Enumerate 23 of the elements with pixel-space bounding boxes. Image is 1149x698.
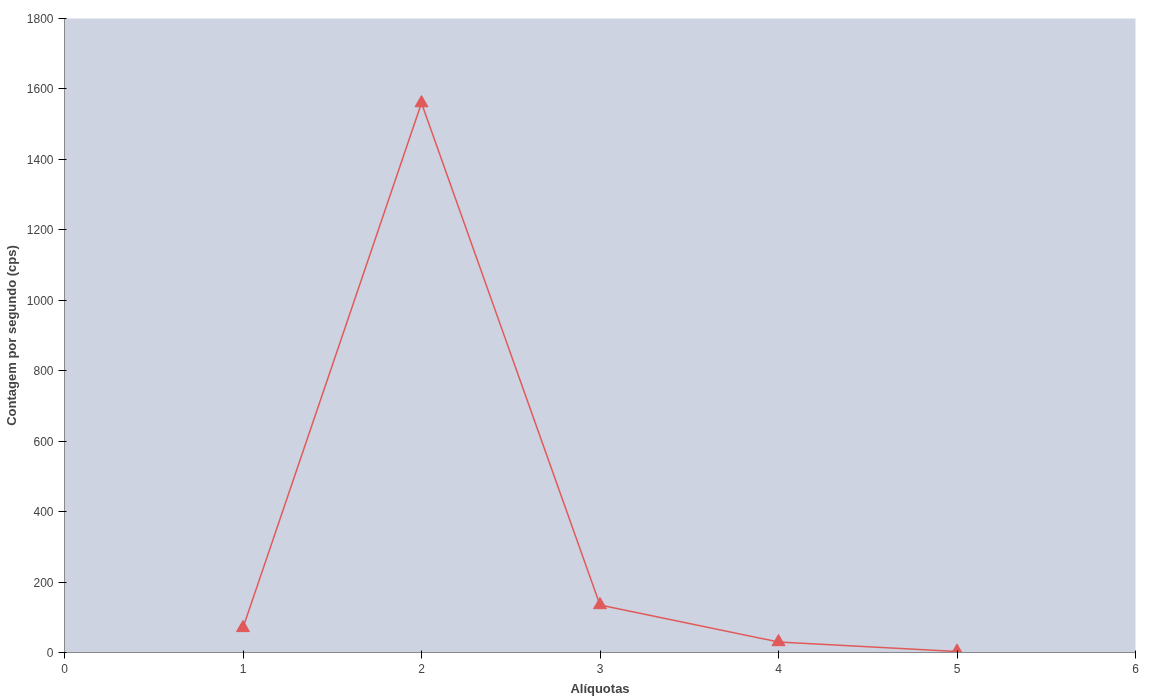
y-axis-title: Contagem por segundo (cps) (3, 245, 19, 426)
y-tick-label: 600 (33, 434, 54, 449)
y-tick-label: 200 (33, 575, 54, 590)
x-tick-label: 3 (596, 661, 604, 676)
point (236, 619, 250, 633)
y-tick-label: 400 (33, 505, 54, 520)
x-tick-label: 6 (1132, 661, 1140, 676)
x-tick-label: 1 (239, 661, 247, 676)
x-tick-label: 0 (61, 661, 69, 676)
x-tick-label: 5 (953, 661, 961, 676)
y-tick-label: 1000 (26, 293, 54, 308)
x-axis-title: Alíquotas (570, 680, 630, 696)
y-tick-label: 1400 (26, 152, 54, 167)
point (771, 633, 786, 647)
y-tick-label: 1800 (26, 12, 54, 26)
y-tick-label: 1600 (26, 82, 54, 97)
y-tick-label: 1200 (26, 223, 54, 238)
x-tick-label: 2 (418, 661, 426, 676)
point (593, 596, 607, 610)
y-tick-label: 800 (33, 364, 54, 379)
y-tick-label: 0 (46, 646, 54, 660)
point (414, 95, 429, 108)
x-tick-label: 4 (775, 661, 783, 676)
